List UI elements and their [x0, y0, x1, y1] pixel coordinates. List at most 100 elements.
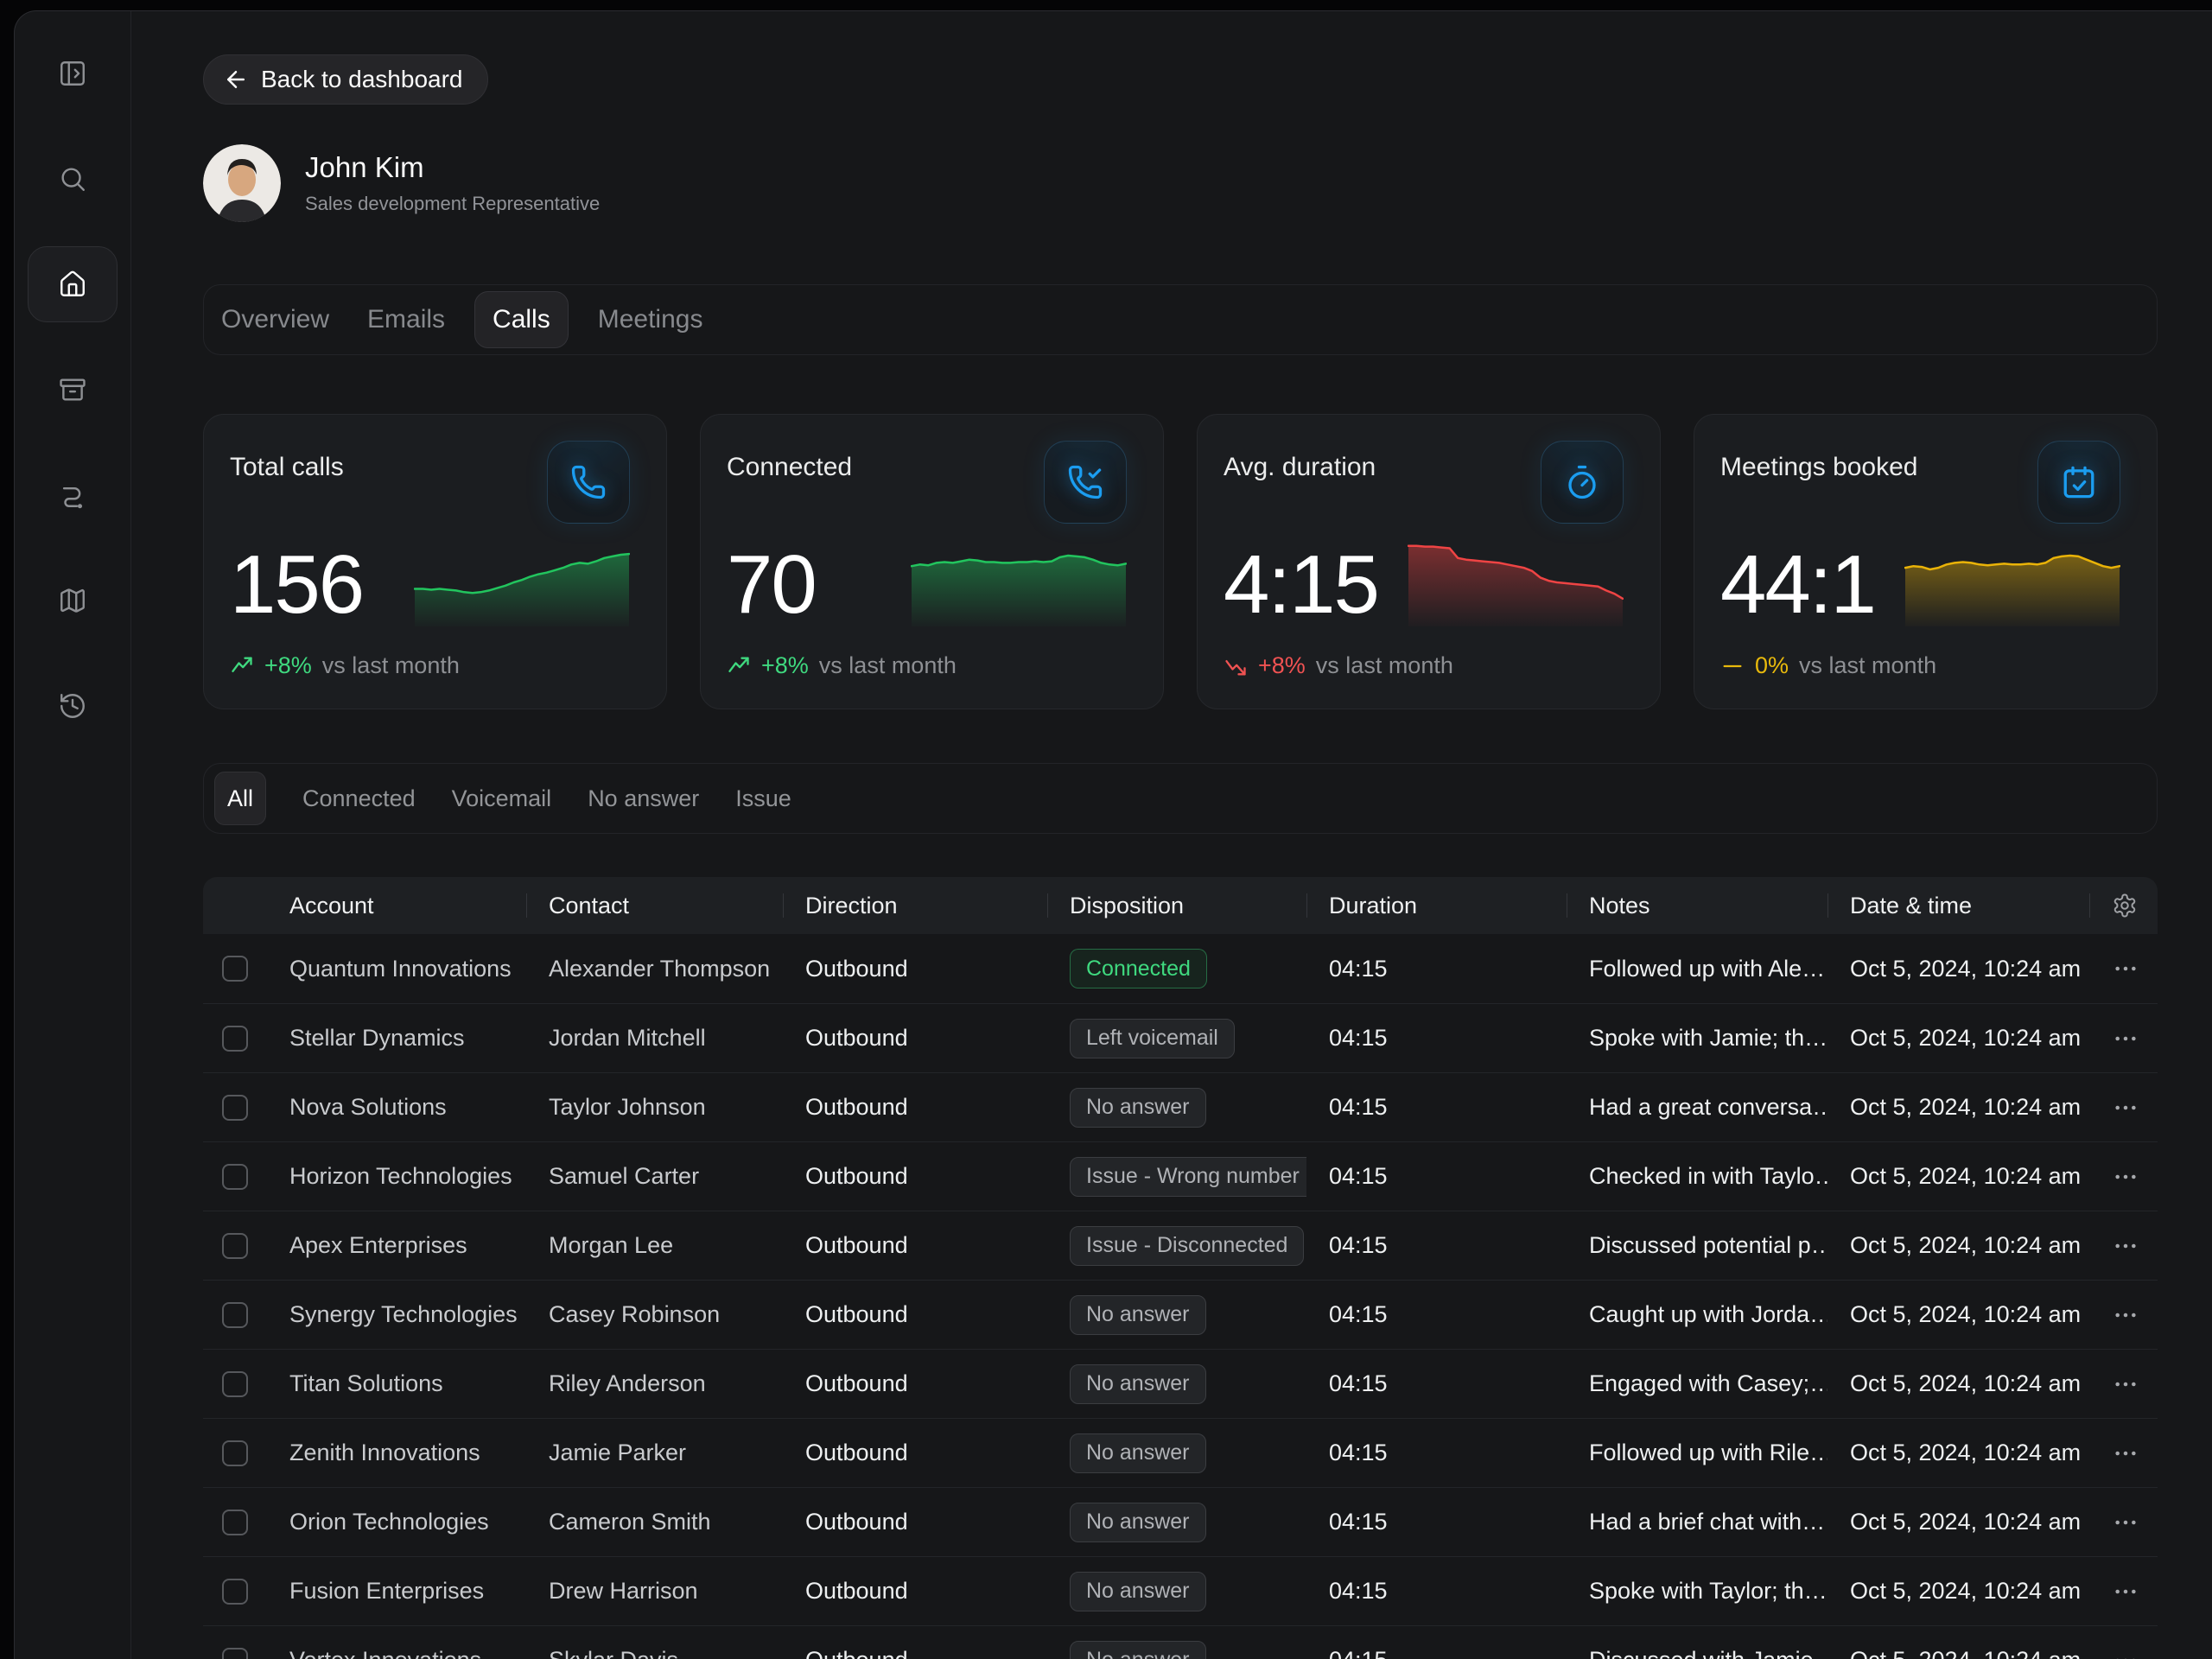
- stat-card-title: Meetings booked: [1720, 453, 1918, 482]
- contact-link[interactable]: Taylor Johnson: [549, 1094, 706, 1120]
- account-link[interactable]: Zenith Innovations: [289, 1440, 480, 1465]
- filter-chip-connected[interactable]: Connected: [302, 785, 416, 812]
- notes-cell: Checked in with Taylo…: [1567, 1163, 1827, 1190]
- filter-chip-voicemail[interactable]: Voicemail: [452, 785, 552, 812]
- filter-chip-issue[interactable]: Issue: [735, 785, 791, 812]
- row-checkbox[interactable]: [222, 1579, 248, 1605]
- datetime-cell: Oct 5, 2024, 10:24 am: [1827, 1509, 2089, 1535]
- profile-name: John Kim: [305, 151, 600, 184]
- row-checkbox[interactable]: [222, 1440, 248, 1466]
- stat-value: 4:15: [1224, 543, 1378, 626]
- row-actions-button[interactable]: [2089, 1647, 2158, 1659]
- row-actions-button[interactable]: [2089, 1509, 2158, 1536]
- sidebar-item-panel-toggle[interactable]: [52, 53, 93, 94]
- table-row: Vertex Innovations Skylar Davis Outbound…: [203, 1625, 2158, 1659]
- account-link[interactable]: Stellar Dynamics: [289, 1025, 465, 1051]
- row-checkbox[interactable]: [222, 1095, 248, 1121]
- datetime-cell: Oct 5, 2024, 10:24 am: [1827, 1301, 2089, 1328]
- column-divider: [783, 893, 784, 918]
- row-actions-button[interactable]: [2089, 1370, 2158, 1398]
- row-checkbox[interactable]: [222, 1648, 248, 1659]
- disposition-cell: No answer: [1047, 1295, 1306, 1335]
- row-checkbox[interactable]: [222, 1026, 248, 1052]
- profile-role: Sales development Representative: [305, 193, 600, 215]
- direction-cell: Outbound: [783, 1578, 1047, 1605]
- sidebar-item-archive[interactable]: [52, 369, 93, 410]
- contact-link[interactable]: Samuel Carter: [549, 1163, 699, 1189]
- disposition-badge: No answer: [1070, 1364, 1206, 1404]
- row-checkbox[interactable]: [222, 1510, 248, 1535]
- account-link[interactable]: Quantum Innovations: [289, 956, 512, 982]
- back-to-dashboard-button[interactable]: Back to dashboard: [203, 54, 488, 105]
- sidebar-item-map[interactable]: [52, 580, 93, 621]
- sidebar-item-route[interactable]: [52, 474, 93, 516]
- duration-cell: 04:15: [1306, 1440, 1567, 1466]
- main-content: Back to dashboard John Kim Sales develop…: [131, 11, 2212, 1659]
- table-row: Apex Enterprises Morgan Lee Outbound Iss…: [203, 1211, 2158, 1280]
- row-actions-button[interactable]: [2089, 1163, 2158, 1191]
- tab-emails[interactable]: Emails: [367, 305, 445, 334]
- column-divider: [526, 893, 527, 918]
- tab-meetings[interactable]: Meetings: [598, 305, 703, 334]
- trend-value: +8%: [1258, 652, 1306, 679]
- contact-link[interactable]: Skylar Davis: [549, 1647, 678, 1659]
- column-settings-button[interactable]: [2089, 877, 2158, 934]
- row-actions-button[interactable]: [2089, 1094, 2158, 1122]
- contact-link[interactable]: Casey Robinson: [549, 1301, 720, 1327]
- contact-cell: Cameron Smith: [526, 1509, 783, 1535]
- contact-link[interactable]: Alexander Thompson: [549, 956, 770, 982]
- duration-cell: 04:15: [1306, 1370, 1567, 1397]
- contact-link[interactable]: Jordan Mitchell: [549, 1025, 706, 1051]
- disposition-badge: Issue - Wrong number: [1070, 1157, 1306, 1197]
- contact-link[interactable]: Riley Anderson: [549, 1370, 706, 1396]
- row-checkbox[interactable]: [222, 956, 248, 982]
- row-actions-button[interactable]: [2089, 1578, 2158, 1605]
- disposition-badge: Issue - Disconnected: [1070, 1226, 1304, 1266]
- tab-overview[interactable]: Overview: [221, 305, 329, 334]
- row-actions-button[interactable]: [2089, 1232, 2158, 1260]
- dots-icon: [2112, 1509, 2139, 1536]
- row-checkbox[interactable]: [222, 1371, 248, 1397]
- row-actions-button[interactable]: [2089, 1025, 2158, 1052]
- map-icon: [58, 586, 87, 615]
- account-cell: Titan Solutions: [267, 1370, 526, 1397]
- checkbox-cell: [203, 1233, 267, 1259]
- row-actions-button[interactable]: [2089, 1301, 2158, 1329]
- account-link[interactable]: Orion Technologies: [289, 1509, 489, 1535]
- row-checkbox[interactable]: [222, 1233, 248, 1259]
- calendar-check-icon: [2061, 464, 2097, 500]
- sidebar: [15, 11, 131, 1659]
- contact-link[interactable]: Cameron Smith: [549, 1509, 711, 1535]
- sidebar-item-home[interactable]: [28, 246, 118, 322]
- account-link[interactable]: Titan Solutions: [289, 1370, 443, 1396]
- contact-link[interactable]: Jamie Parker: [549, 1440, 686, 1465]
- row-actions-button[interactable]: [2089, 955, 2158, 982]
- account-link[interactable]: Synergy Technologies: [289, 1301, 518, 1327]
- contact-cell: Casey Robinson: [526, 1301, 783, 1328]
- account-link[interactable]: Fusion Enterprises: [289, 1578, 484, 1604]
- stat-card-body: 44:1: [1720, 537, 2120, 626]
- datetime-cell: Oct 5, 2024, 10:24 am: [1827, 1440, 2089, 1466]
- account-link[interactable]: Apex Enterprises: [289, 1232, 467, 1258]
- filter-chip-all[interactable]: All: [214, 772, 266, 825]
- dots-icon: [2112, 955, 2139, 982]
- row-actions-button[interactable]: [2089, 1440, 2158, 1467]
- filter-chip-no-answer[interactable]: No answer: [588, 785, 699, 812]
- disposition-badge: No answer: [1070, 1641, 1206, 1659]
- row-checkbox[interactable]: [222, 1164, 248, 1190]
- checkbox-cell: [203, 1302, 267, 1328]
- account-link[interactable]: Nova Solutions: [289, 1094, 447, 1120]
- sidebar-item-history[interactable]: [52, 685, 93, 727]
- datetime-cell: Oct 5, 2024, 10:24 am: [1827, 1232, 2089, 1259]
- account-link[interactable]: Vertex Innovations: [289, 1647, 481, 1659]
- disposition-cell: Issue - Wrong number: [1047, 1157, 1306, 1197]
- contact-link[interactable]: Morgan Lee: [549, 1232, 673, 1258]
- tab-calls[interactable]: Calls: [474, 291, 569, 348]
- contact-link[interactable]: Drew Harrison: [549, 1578, 698, 1604]
- sidebar-item-search[interactable]: [52, 158, 93, 200]
- row-checkbox[interactable]: [222, 1302, 248, 1328]
- account-cell: Zenith Innovations: [267, 1440, 526, 1466]
- duration-cell: 04:15: [1306, 1509, 1567, 1535]
- disposition-cell: No answer: [1047, 1364, 1306, 1404]
- account-link[interactable]: Horizon Technologies: [289, 1163, 512, 1189]
